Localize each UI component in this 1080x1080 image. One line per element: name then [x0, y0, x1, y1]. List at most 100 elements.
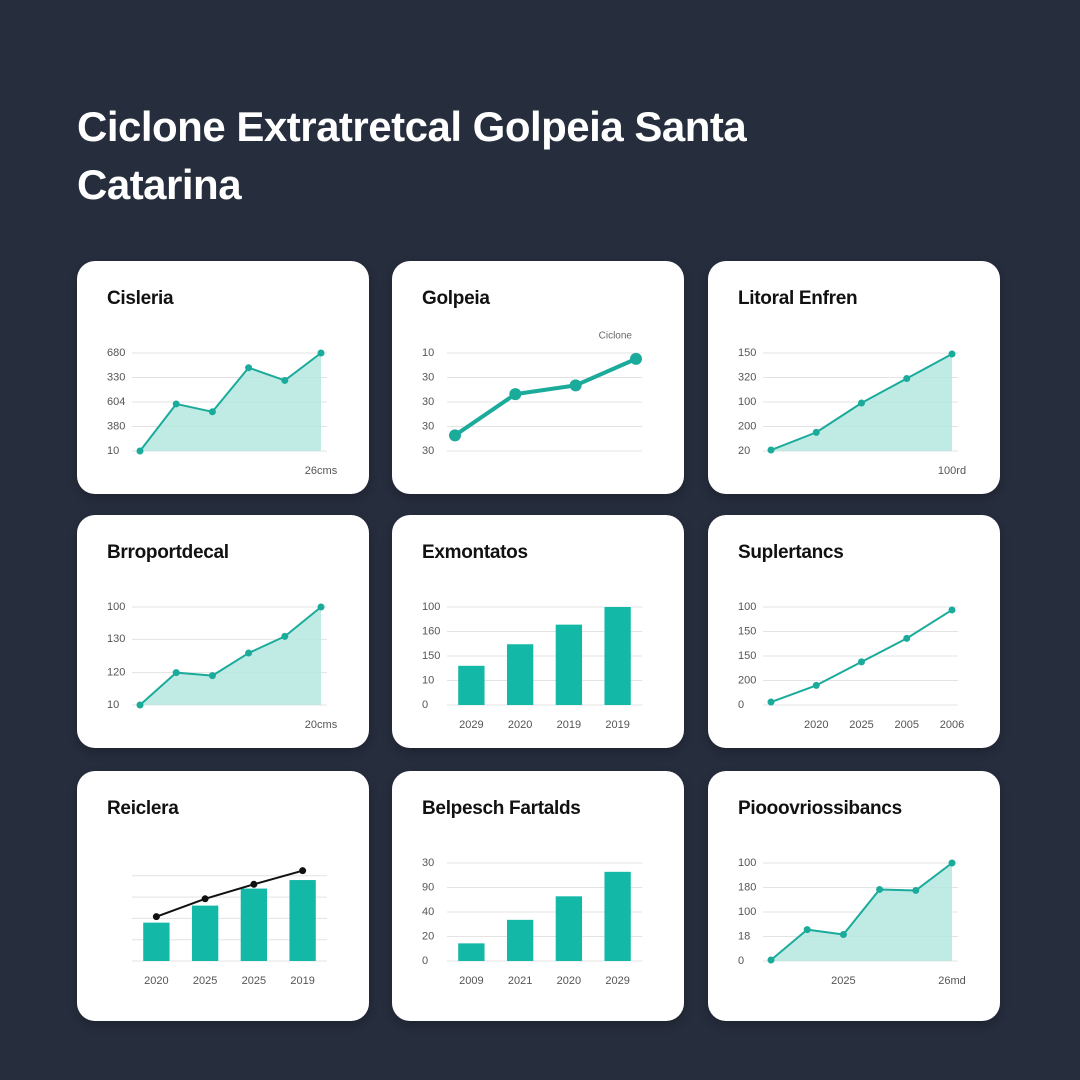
marker [903, 634, 911, 642]
x-tick-label: 2029 [605, 975, 629, 987]
y-tick-label: 150 [422, 650, 440, 662]
x-tick-label: 2006 [940, 719, 964, 731]
marker [172, 669, 180, 677]
chart-title: Reiclera [107, 798, 179, 819]
y-tick-label: 160 [422, 625, 440, 637]
y-tick-label: 10 [422, 674, 434, 686]
y-tick-label: 680 [107, 347, 125, 359]
x-tick-label: 2020 [804, 719, 828, 731]
x-tick-label: 2025 [831, 975, 855, 987]
marker [812, 428, 820, 436]
bar [506, 644, 534, 705]
x-tick-label: 2020 [557, 975, 581, 987]
marker [136, 701, 144, 709]
y-tick-label: 30 [422, 445, 434, 457]
bar [555, 624, 583, 705]
marker [317, 603, 325, 611]
bar [506, 919, 534, 961]
y-tick-label: 180 [738, 881, 756, 893]
bar [289, 880, 316, 961]
chart-card: Golpeia 10 30 30 30 30 Ciclone [392, 261, 684, 494]
x-tick-label: 26md [938, 975, 966, 987]
chart-title: Belpesch Fartalds [422, 798, 581, 819]
x-tick-label: 2025 [849, 719, 873, 731]
marker [858, 399, 865, 407]
marker [767, 698, 775, 706]
y-tick-label: 0 [738, 955, 744, 967]
y-tick-label: 20 [738, 445, 750, 457]
chart-card: Brroportdecal 100 130 120 10 20cms [77, 515, 369, 748]
y-tick-label: 100 [738, 906, 756, 918]
marker [903, 374, 911, 382]
x-tick-label: 2025 [193, 975, 217, 987]
y-tick-label: 100 [738, 601, 756, 613]
bar [240, 888, 268, 961]
chart-title: Suplertancs [738, 542, 843, 563]
marker [812, 681, 820, 689]
y-tick-label: 10 [107, 445, 119, 457]
bar [604, 871, 631, 961]
y-tick-label: 18 [738, 930, 750, 942]
chart-card: Litoral Enfren 150 320 100 200 20 100rd [708, 261, 1000, 494]
marker [509, 388, 522, 401]
y-tick-label: 120 [107, 667, 125, 679]
marker [767, 956, 775, 964]
marker [948, 350, 956, 358]
line [770, 862, 953, 961]
chart-title: Brroportdecal [107, 542, 229, 563]
y-tick-label: 40 [422, 906, 434, 918]
marker [803, 926, 811, 934]
line [453, 357, 637, 437]
y-tick-label: 200 [738, 420, 756, 432]
chart-card: Suplertancs 100 150 150 200 0 2020 2025 2005 2006 [708, 515, 1000, 748]
marker [767, 446, 775, 454]
y-tick-label: 100 [107, 601, 125, 613]
marker [948, 606, 956, 614]
line [139, 606, 322, 706]
marker [317, 349, 325, 357]
area [771, 353, 952, 451]
y-tick-label: 30 [422, 371, 434, 383]
x-tick-label: 2005 [895, 719, 919, 731]
y-tick-label: 10 [107, 699, 119, 711]
x-tick-label: 2020 [508, 719, 532, 731]
y-tick-label: 100 [738, 396, 756, 408]
y-tick-label: 320 [738, 371, 756, 383]
chart-card: Cisleria 680 330 604 380 10 26cms [77, 261, 369, 494]
x-tick-label: 100rd [938, 465, 966, 477]
bar [458, 943, 485, 961]
y-tick-label: 200 [738, 674, 756, 686]
x-tick-label: 20cms [305, 719, 338, 731]
y-tick-label: 150 [738, 625, 756, 637]
marker [281, 632, 289, 640]
marker [858, 658, 865, 666]
marker [172, 400, 180, 408]
y-tick-label: 150 [738, 347, 756, 359]
x-tick-label: 2021 [508, 975, 532, 987]
y-tick-label: 0 [422, 955, 428, 967]
line [156, 869, 303, 918]
y-tick-label: 10 [422, 347, 434, 359]
x-tick-label: 2020 [144, 975, 168, 987]
y-tick-label: 30 [422, 420, 434, 432]
marker [208, 408, 216, 416]
x-tick-label: 2009 [459, 975, 483, 987]
y-tick-label: 604 [107, 396, 125, 408]
marker [245, 364, 253, 372]
page-title: Ciclone Extratretcal Golpeia Santa Catar… [77, 103, 747, 208]
y-tick-label: 20 [422, 930, 434, 942]
bar [191, 905, 219, 961]
x-tick-label: 2019 [605, 719, 629, 731]
y-tick-label: 0 [738, 699, 744, 711]
bar [604, 607, 631, 705]
y-tick-label: 0 [422, 699, 428, 711]
marker [569, 379, 582, 392]
marker [912, 886, 920, 894]
area [140, 607, 321, 705]
y-tick-label: 30 [422, 857, 434, 869]
x-tick-label: 2019 [557, 719, 581, 731]
marker [250, 880, 258, 888]
marker [948, 859, 956, 867]
